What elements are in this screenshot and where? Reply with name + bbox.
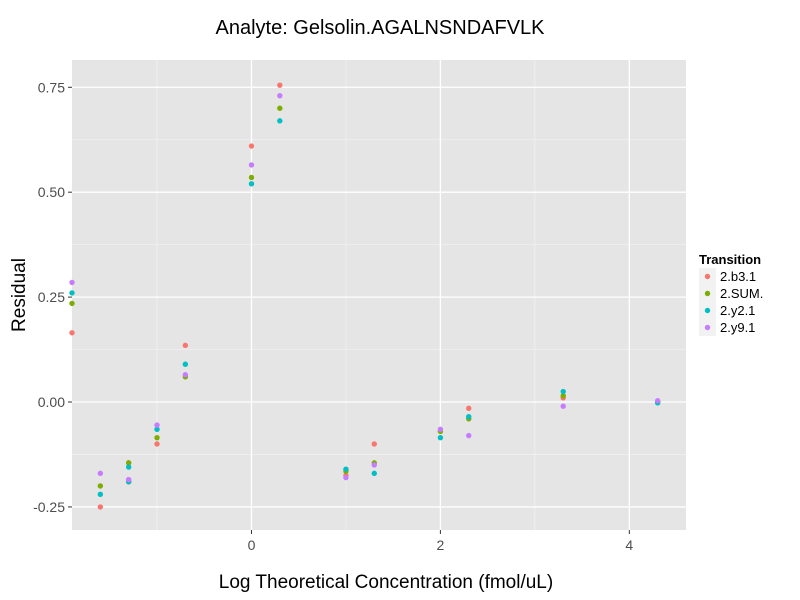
legend-label: 2.b3.1 <box>720 269 756 284</box>
data-point <box>248 181 255 187</box>
data-point <box>182 372 189 378</box>
x-tick-label: 0 <box>248 537 256 553</box>
x-axis-ticks: 0 2 4 <box>248 530 633 553</box>
data-point <box>277 105 283 111</box>
y-axis-title: Residual <box>9 258 30 332</box>
legend-key <box>704 273 711 280</box>
data-point <box>69 279 75 286</box>
y-tick-label: 0.50 <box>38 184 65 200</box>
legend-label: 2.y9.1 <box>720 320 755 335</box>
legend-label: 2.SUM. <box>720 286 763 301</box>
data-point <box>154 441 160 447</box>
data-point <box>69 300 75 307</box>
data-point <box>343 466 349 472</box>
data-point <box>97 470 104 477</box>
legend-title: Transition <box>699 252 761 267</box>
data-point <box>654 398 661 404</box>
y-tick-label: 0.75 <box>38 79 65 95</box>
data-point <box>437 434 444 441</box>
y-tick-label: 0.00 <box>38 394 65 410</box>
data-point <box>97 483 104 489</box>
data-point <box>371 470 377 477</box>
data-point <box>466 405 472 412</box>
data-point <box>466 432 472 439</box>
data-point <box>466 413 472 420</box>
y-tick-label: 0.25 <box>38 289 65 305</box>
data-point <box>248 174 255 181</box>
data-point <box>371 462 377 468</box>
data-point <box>154 434 160 441</box>
legend-key <box>704 324 711 331</box>
data-point <box>154 422 160 428</box>
data-point <box>97 491 104 498</box>
data-point <box>560 403 566 409</box>
data-point <box>125 460 132 466</box>
data-point <box>560 388 566 395</box>
data-point <box>125 476 132 483</box>
x-tick-label: 2 <box>437 537 445 553</box>
x-axis-title: Log Theoretical Concentration (fmol/uL) <box>219 572 553 593</box>
data-point <box>69 330 75 336</box>
x-tick-label: 4 <box>625 537 633 553</box>
data-point <box>343 474 349 481</box>
data-point <box>248 143 255 149</box>
legend-label: 2.y2.1 <box>720 303 755 318</box>
legend: Transition 2.b3.1 2.SUM. 2.y2.1 2.y9.1 <box>699 252 763 336</box>
data-point <box>277 82 283 88</box>
data-point <box>182 342 189 349</box>
data-point <box>277 92 283 99</box>
data-point <box>69 290 75 296</box>
legend-items: 2.b3.1 2.SUM. 2.y2.1 2.y9.1 <box>699 268 763 336</box>
data-point <box>277 118 283 124</box>
data-point <box>182 361 189 367</box>
y-axis-ticks: -0.25 0.00 0.25 0.50 0.75 <box>33 79 72 515</box>
data-point <box>97 504 104 510</box>
y-tick-label: -0.25 <box>33 499 65 515</box>
grid-minor <box>72 60 686 530</box>
plot-panel <box>72 60 686 530</box>
data-point <box>560 393 566 399</box>
legend-key <box>704 290 711 297</box>
data-point <box>437 426 444 432</box>
grid-major <box>72 60 686 530</box>
chart-title: Analyte: Gelsolin.AGALNSNDAFVLK <box>215 17 545 39</box>
data-point <box>371 441 377 447</box>
data-points <box>69 82 661 510</box>
data-point <box>154 426 160 432</box>
legend-key <box>704 307 711 314</box>
data-point <box>248 162 255 168</box>
data-point <box>125 464 132 470</box>
